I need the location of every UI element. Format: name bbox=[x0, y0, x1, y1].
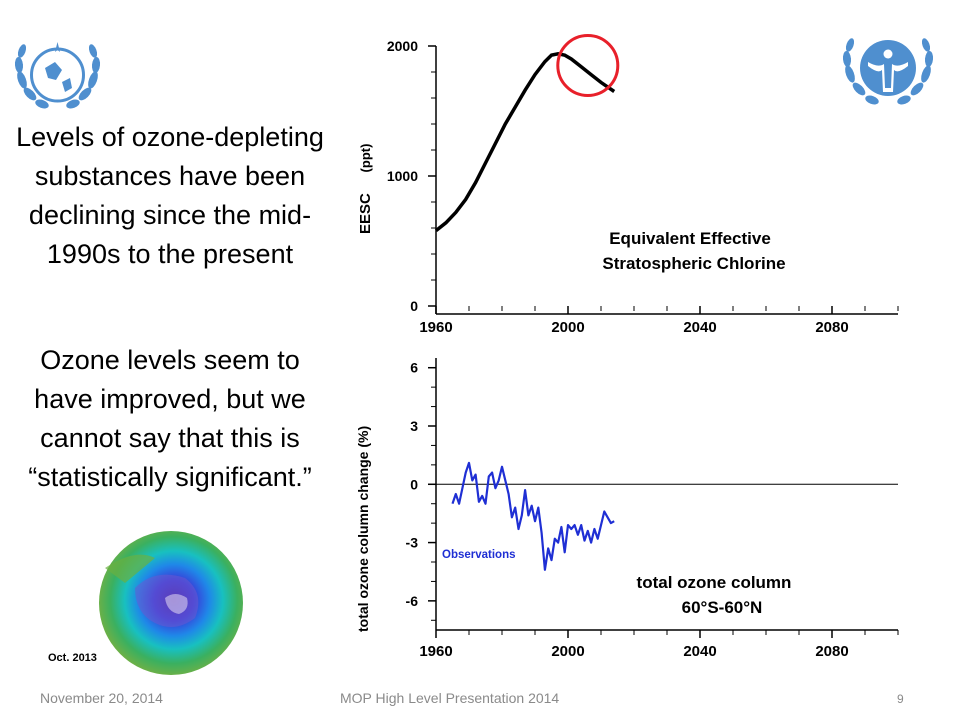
y-tick-label: 1000 bbox=[387, 168, 418, 184]
x-tick-label: 2000 bbox=[551, 643, 584, 660]
x-tick-label: 2040 bbox=[683, 319, 716, 336]
charts-svg: 1960 2000 2040 2080 0 1000 2000 EESC (ppt) Eq… bbox=[355, 34, 899, 660]
eesc-line bbox=[434, 52, 616, 232]
x-tick-label: 1960 bbox=[419, 643, 452, 660]
observations-line bbox=[451, 461, 615, 571]
chart-title-line-1: Equivalent Effective bbox=[609, 229, 771, 248]
x-tick-label: 2040 bbox=[683, 643, 716, 660]
x-tick-label: 2000 bbox=[551, 319, 584, 336]
y-tick-label: 3 bbox=[410, 418, 418, 434]
globe-icon bbox=[860, 40, 916, 96]
chart-title-line-1: total ozone column bbox=[637, 573, 792, 592]
globe-caption: Oct. 2013 bbox=[48, 652, 97, 664]
highlight-circle bbox=[556, 34, 620, 97]
laurel-wreath-icon bbox=[842, 37, 934, 107]
wmo-logo bbox=[14, 42, 101, 111]
chart-title-line-2: Stratospheric Chlorine bbox=[602, 254, 785, 273]
chart-title-line-2: 60°S-60°N bbox=[682, 598, 763, 617]
footer-title: MOP High Level Presentation 2014 bbox=[340, 690, 560, 706]
page-number: 9 bbox=[897, 692, 904, 706]
person-icon bbox=[868, 49, 908, 92]
laurel-wreath-icon bbox=[14, 43, 101, 111]
x-tick-label: 2080 bbox=[815, 319, 848, 336]
y-tick-label: -3 bbox=[406, 535, 419, 551]
y-axis-label: EESC bbox=[357, 193, 374, 234]
y-tick-label: -6 bbox=[406, 593, 419, 609]
y-tick-label: 0 bbox=[410, 298, 418, 314]
x-tick-label: 2080 bbox=[815, 643, 848, 660]
y-tick-label: 6 bbox=[410, 360, 418, 376]
text-block-ods-decline: Levels of ozone-depleting substances hav… bbox=[16, 122, 324, 269]
eesc-chart: 1960 2000 2040 2080 0 1000 2000 EESC (ppt) Eq… bbox=[357, 34, 899, 336]
ozone-globe-image bbox=[99, 531, 243, 675]
text-block-ozone-levels: Ozone levels seem to have improved, but … bbox=[28, 345, 312, 492]
unep-logo bbox=[842, 37, 934, 107]
y-tick-label: 2000 bbox=[387, 38, 418, 54]
ozone-chart: 1960 2000 2040 2080 6 3 0 -3 -6 total ozone col… bbox=[355, 358, 899, 660]
observations-label: Observations bbox=[442, 549, 516, 561]
y-axis-unit: (ppt) bbox=[358, 144, 373, 173]
x-tick-label: 1960 bbox=[419, 319, 452, 336]
footer-date: November 20, 2014 bbox=[40, 690, 163, 706]
y-axis-label: total ozone column change (%) bbox=[355, 426, 371, 632]
y-tick-label: 0 bbox=[410, 476, 418, 492]
